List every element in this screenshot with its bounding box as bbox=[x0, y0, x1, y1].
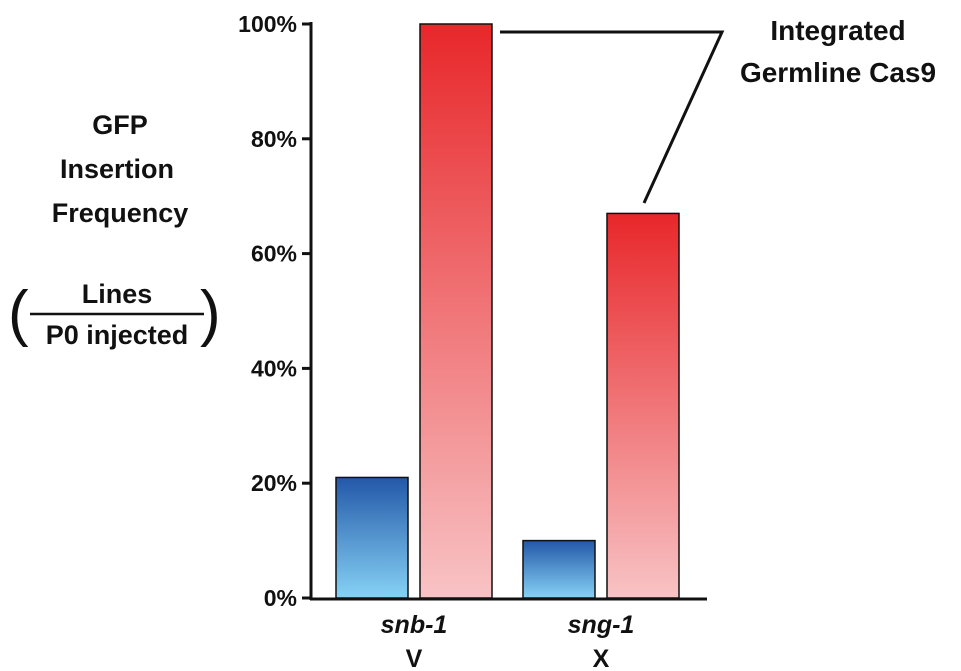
bar bbox=[335, 476, 409, 599]
category-gene-label: sng-1 bbox=[568, 611, 635, 639]
fraction-denominator: P0 injected bbox=[46, 320, 189, 350]
bar bbox=[419, 23, 493, 599]
annotation-line-2: Germline Cas9 bbox=[740, 57, 936, 88]
y-axis-ticks: 0% 20% 40% 60% 80% 100% bbox=[238, 11, 311, 611]
y-axis-label-line-1: GFP bbox=[92, 110, 148, 140]
right-parenthesis: ) bbox=[200, 279, 221, 348]
left-parenthesis: ( bbox=[8, 279, 29, 348]
bars bbox=[335, 23, 680, 599]
annotation-line-1: Integrated bbox=[770, 15, 905, 46]
category-gene-label: snb-1 bbox=[381, 611, 448, 639]
y-axis-label-line-3: Frequency bbox=[52, 198, 189, 228]
y-tick-label: 80% bbox=[251, 126, 297, 152]
y-axis-label-line-2: Insertion bbox=[60, 154, 174, 184]
y-tick-label: 40% bbox=[251, 355, 297, 381]
y-tick-label: 60% bbox=[251, 241, 297, 267]
fraction-numerator: Lines bbox=[82, 279, 153, 309]
y-tick-label: 20% bbox=[251, 470, 297, 496]
bar bbox=[522, 539, 596, 599]
y-axis-label: GFP Insertion Frequency ( Lines P0 injec… bbox=[8, 110, 221, 350]
category-chromosome-label: V bbox=[406, 645, 423, 671]
y-tick-label: 0% bbox=[264, 585, 297, 611]
annotation: Integrated Germline Cas9 bbox=[500, 15, 936, 204]
annotation-callout-line bbox=[500, 30, 725, 204]
bar bbox=[606, 212, 680, 599]
category-chromosome-label: X bbox=[593, 645, 610, 671]
y-tick-label: 100% bbox=[238, 11, 297, 37]
